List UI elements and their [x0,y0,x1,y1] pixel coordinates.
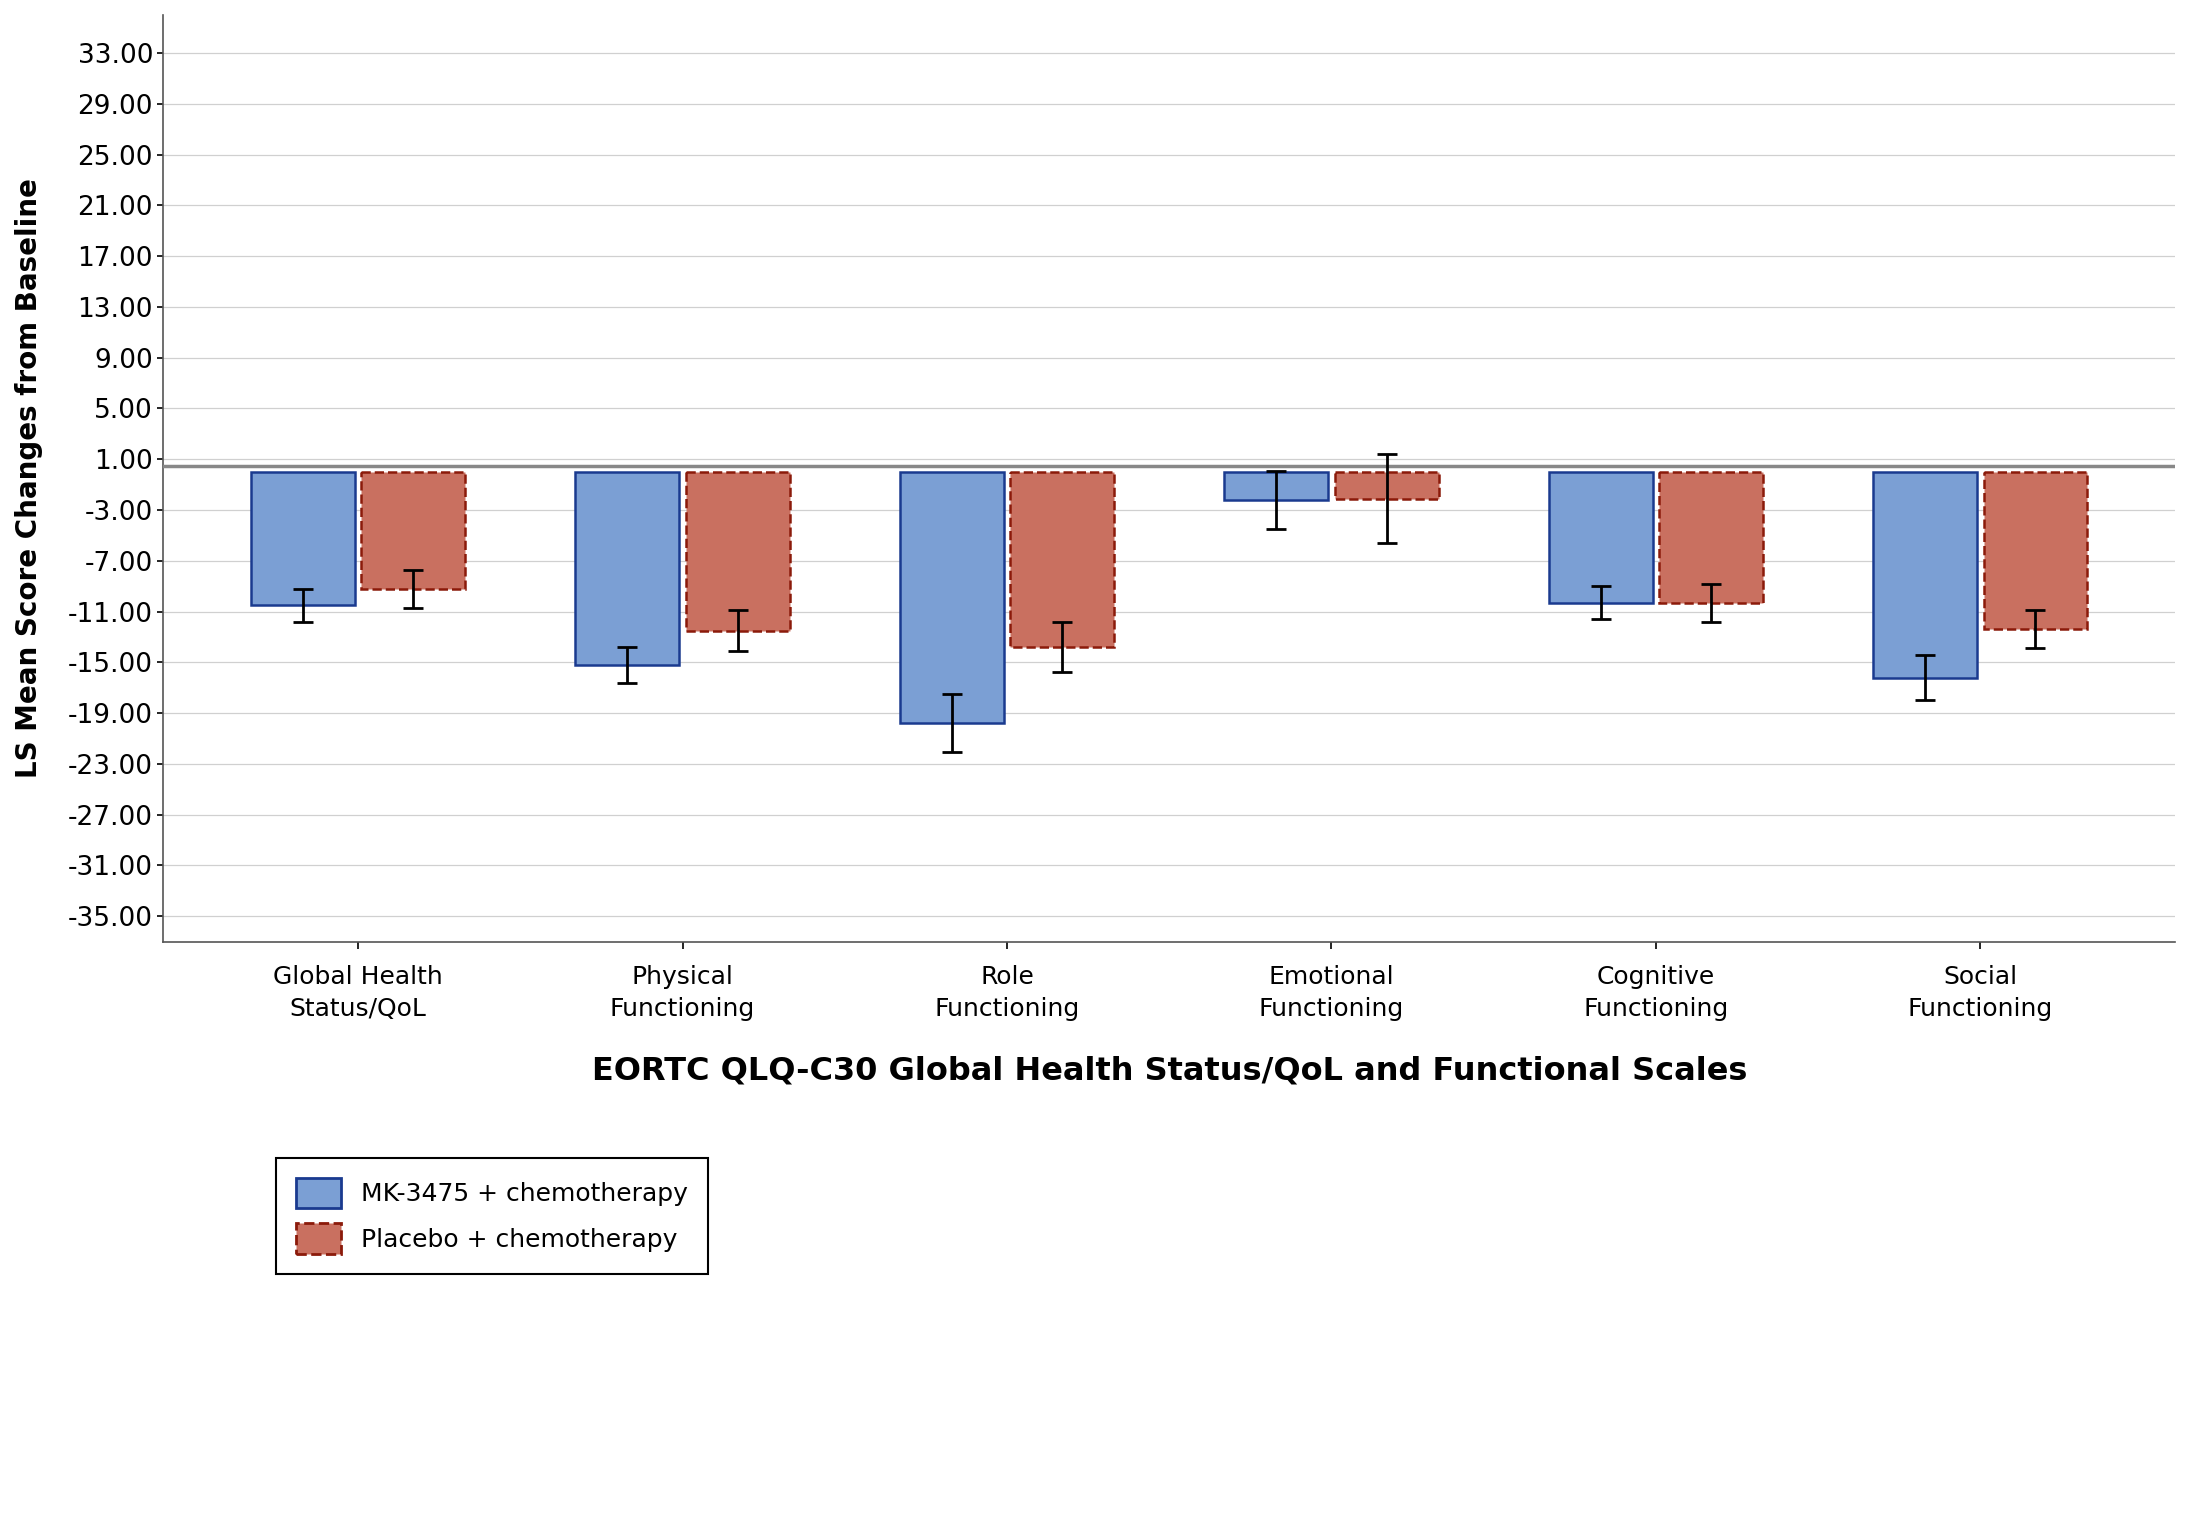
Bar [685,472,791,631]
Bar [1984,472,2087,629]
Bar [900,472,1003,724]
Bar [1548,472,1653,603]
Legend: MK-3475 + chemotherapy, Placebo + chemotherapy: MK-3475 + chemotherapy, Placebo + chemot… [276,1157,707,1274]
Bar [1660,472,1763,603]
Bar [1010,472,1115,647]
Bar [252,472,355,605]
Bar [1872,472,1978,678]
X-axis label: EORTC QLQ-C30 Global Health Status/QoL and Functional Scales: EORTC QLQ-C30 Global Health Status/QoL a… [591,1055,1748,1087]
Bar [1224,472,1327,499]
Y-axis label: LS Mean Score Changes from Baseline: LS Mean Score Changes from Baseline [15,179,44,779]
Bar [576,472,679,664]
Bar [1334,472,1439,499]
Bar [361,472,464,589]
